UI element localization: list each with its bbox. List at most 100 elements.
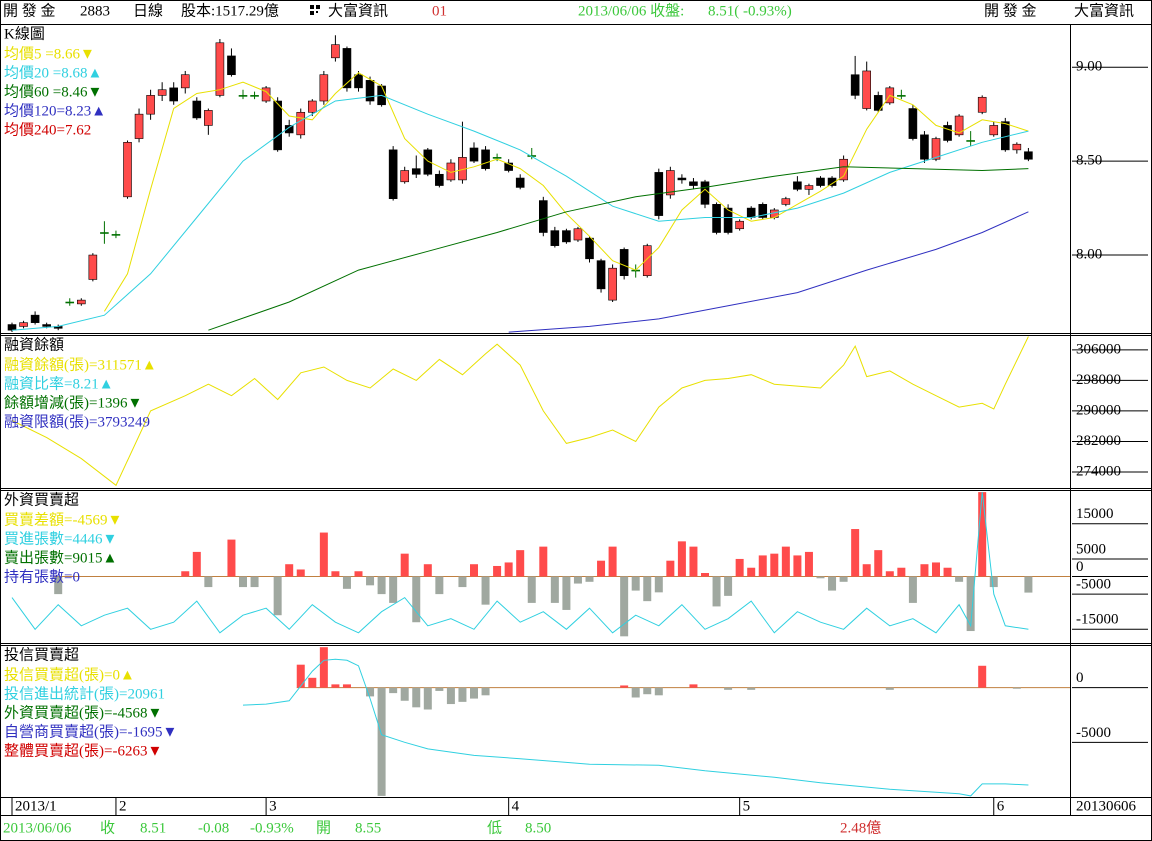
bar bbox=[319, 532, 328, 577]
bar bbox=[412, 687, 421, 708]
bar bbox=[366, 576, 375, 586]
candle-body bbox=[677, 177, 687, 181]
candle-body bbox=[307, 100, 317, 113]
stock-code: 2883 bbox=[80, 3, 110, 19]
candle-body bbox=[169, 87, 178, 102]
panel-title: 投信買賣超 bbox=[4, 646, 79, 663]
bar bbox=[1012, 687, 1021, 689]
legend-entry: 融資比率=8.21▲ bbox=[4, 375, 114, 392]
bar bbox=[435, 687, 444, 691]
open: 8.55 bbox=[355, 820, 381, 836]
candle-body bbox=[7, 324, 17, 331]
bar bbox=[816, 576, 825, 579]
candle-body bbox=[943, 125, 952, 141]
bar bbox=[955, 576, 964, 582]
bar bbox=[793, 555, 802, 577]
bar bbox=[724, 687, 733, 690]
candle-body bbox=[1024, 151, 1033, 160]
candle-body bbox=[804, 185, 814, 190]
candle-body bbox=[573, 228, 583, 241]
candle-body bbox=[793, 181, 802, 190]
candle-body bbox=[238, 95, 248, 97]
candle-body bbox=[850, 74, 860, 96]
bar bbox=[354, 571, 363, 577]
close: 8.51 bbox=[140, 820, 166, 836]
candle-body bbox=[261, 87, 271, 102]
candle-body bbox=[42, 324, 51, 327]
candle-body bbox=[966, 140, 975, 142]
bar bbox=[412, 576, 421, 623]
bar bbox=[885, 687, 894, 690]
candle-body bbox=[596, 260, 606, 290]
candle-body bbox=[873, 95, 883, 111]
bar bbox=[862, 564, 871, 577]
bar bbox=[296, 569, 305, 577]
series-line bbox=[11, 492, 1029, 634]
legend-entry: 買進張數=4446▼ bbox=[4, 530, 117, 547]
x-tick-label: 2013/1 bbox=[15, 798, 57, 814]
series-line bbox=[11, 336, 1029, 487]
candle-body bbox=[215, 42, 225, 96]
y-tick-label: 0 bbox=[1076, 559, 1084, 575]
close-price: 8.51( -0.93%) bbox=[708, 3, 792, 19]
bar bbox=[735, 558, 744, 577]
bar bbox=[400, 553, 409, 577]
legend-entry: 餘額增減(張)=1396▼ bbox=[4, 394, 142, 411]
candle-body bbox=[515, 177, 525, 188]
bar bbox=[654, 687, 663, 696]
x-tick-label: 5 bbox=[743, 798, 751, 814]
candle-body bbox=[319, 74, 329, 102]
bar bbox=[481, 687, 490, 696]
bar bbox=[377, 687, 386, 796]
bar bbox=[620, 685, 629, 688]
change: -0.08 bbox=[198, 820, 229, 836]
candle-body bbox=[827, 177, 837, 186]
bar bbox=[308, 677, 317, 688]
candle-body bbox=[712, 204, 721, 233]
series-line bbox=[208, 166, 1029, 331]
bar bbox=[920, 564, 929, 577]
candle-body bbox=[758, 204, 768, 218]
bar bbox=[885, 571, 894, 577]
candle-body bbox=[931, 138, 941, 160]
bar bbox=[389, 576, 398, 603]
bar bbox=[562, 576, 571, 610]
end-date: 20130606 bbox=[1076, 798, 1137, 814]
bar bbox=[458, 687, 467, 702]
bar bbox=[666, 560, 675, 577]
change-pct: -0.93% bbox=[250, 820, 294, 836]
candle-body bbox=[492, 157, 502, 159]
y-tick-label: 15000 bbox=[1076, 506, 1114, 522]
open-label: 開 bbox=[316, 820, 331, 836]
y-tick-label: 9.00 bbox=[1076, 59, 1102, 75]
candle-body bbox=[1012, 143, 1022, 151]
candle-body bbox=[666, 170, 675, 196]
series-line bbox=[11, 94, 1029, 331]
y-tick-label: 290000 bbox=[1076, 402, 1121, 418]
candle-body bbox=[296, 111, 306, 136]
panel-title: 融資餘額 bbox=[4, 336, 64, 353]
candle-body bbox=[608, 267, 617, 301]
y-tick-label: 0 bbox=[1076, 670, 1084, 686]
candle-body bbox=[192, 100, 202, 119]
candle-body bbox=[204, 110, 213, 126]
vendor: 大富資訊 bbox=[328, 1, 388, 19]
candle-body bbox=[642, 245, 652, 277]
panel-title: 外資買賣超 bbox=[4, 491, 79, 508]
y-tick-label: 8.00 bbox=[1076, 246, 1102, 262]
bar bbox=[400, 687, 409, 701]
candle-body bbox=[411, 168, 421, 175]
candle-body bbox=[862, 70, 872, 109]
x-tick-label: 3 bbox=[269, 798, 277, 814]
candle-body bbox=[550, 230, 560, 246]
candle-body bbox=[331, 44, 340, 59]
bar bbox=[643, 687, 652, 695]
bar bbox=[874, 550, 883, 577]
candle-body bbox=[481, 149, 490, 169]
candle-body bbox=[111, 234, 121, 236]
bar bbox=[966, 576, 975, 632]
candle-body bbox=[920, 134, 929, 160]
candle-body bbox=[227, 55, 236, 76]
